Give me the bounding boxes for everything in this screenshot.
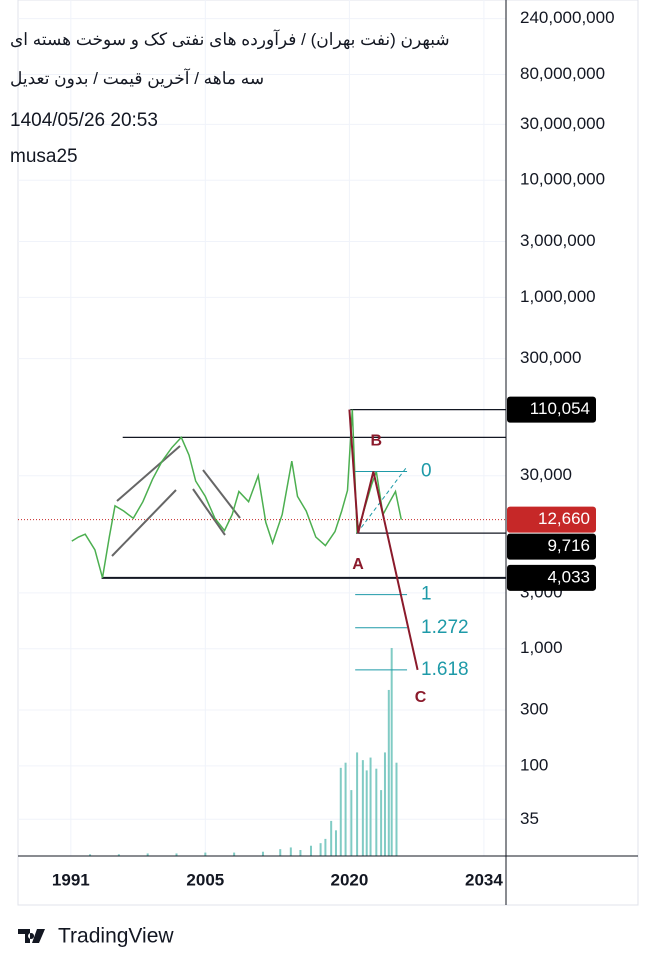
volume-bar bbox=[289, 847, 292, 856]
volume-bar bbox=[204, 852, 207, 856]
date: 1404/05/26 20:53 bbox=[10, 110, 158, 131]
y-tick-label: 1,000 bbox=[520, 638, 563, 657]
volume-bar bbox=[375, 768, 378, 856]
volume-bar bbox=[356, 752, 359, 856]
y-tick-label: 80,000,000 bbox=[520, 64, 605, 83]
plot bbox=[18, 409, 506, 856]
channel-line bbox=[111, 489, 177, 557]
x-tick-label: 1991 bbox=[52, 870, 90, 889]
volume-bar bbox=[361, 760, 364, 856]
volume-bar bbox=[309, 845, 312, 856]
y-tick-label: 30,000 bbox=[520, 465, 572, 484]
y-tick-label: 30,000,000 bbox=[520, 114, 605, 133]
y-tick-label: 300 bbox=[520, 699, 548, 718]
volume-bar bbox=[233, 852, 236, 856]
volume-bar bbox=[365, 770, 368, 856]
wave-label: C bbox=[415, 689, 427, 706]
y-tick-label: 240,000,000 bbox=[520, 8, 615, 27]
wave-label: A bbox=[352, 556, 364, 573]
price-label-box bbox=[507, 506, 596, 533]
volume-bar bbox=[339, 767, 342, 856]
y-tick-label: 3,000,000 bbox=[520, 231, 596, 250]
y-tick-label: 1,000,000 bbox=[520, 287, 596, 306]
channel-line bbox=[192, 488, 226, 536]
volume-bar bbox=[330, 820, 333, 856]
volume-bar bbox=[369, 757, 372, 856]
price-label: 110,054 bbox=[530, 399, 590, 418]
price-label-box bbox=[507, 564, 596, 591]
volume-bar bbox=[89, 854, 92, 856]
labels: 240,000,000 80,000,000 30,000,000 10,000,00… bbox=[52, 8, 615, 889]
grid bbox=[18, 0, 506, 856]
volume-bar bbox=[350, 790, 353, 856]
fib-label: 1 bbox=[421, 584, 432, 605]
volume-bar bbox=[319, 843, 322, 856]
volume-bar bbox=[324, 838, 327, 856]
volume-bar bbox=[334, 830, 337, 856]
price-label: 4,033 bbox=[547, 567, 590, 586]
volume-bar bbox=[387, 689, 390, 856]
chart-frame bbox=[17, 0, 639, 906]
price-label-box bbox=[507, 396, 596, 423]
wave-label: B bbox=[371, 433, 383, 450]
volume-bar bbox=[299, 850, 302, 856]
author: musa25 bbox=[10, 146, 78, 167]
logo bbox=[18, 929, 45, 943]
fib-label: 1.272 bbox=[421, 617, 469, 638]
volume-bar bbox=[390, 647, 393, 856]
price-label: 12,660 bbox=[538, 509, 590, 528]
channel-line bbox=[116, 445, 181, 502]
symbol-title: شبهرن (نفت بهران) / فرآورده های نفتی کک … bbox=[10, 30, 450, 49]
volume-bar bbox=[261, 851, 264, 856]
volume-bar bbox=[383, 752, 386, 856]
volume-bar bbox=[175, 853, 178, 856]
y-tick-label: 35 bbox=[520, 809, 539, 828]
volume-bar bbox=[146, 853, 149, 856]
x-tick-label: 2020 bbox=[331, 870, 369, 889]
x-tick-label: 2005 bbox=[186, 870, 224, 889]
symbol-subtitle: سه ماهه / آخرین قیمت / بدون تعدیل bbox=[10, 69, 265, 88]
y-tick-label: 10,000,000 bbox=[520, 170, 605, 189]
volume-bar bbox=[279, 849, 282, 856]
volume-bar bbox=[380, 790, 383, 856]
price-label: 9,716 bbox=[547, 536, 590, 555]
fib-trend bbox=[356, 466, 408, 534]
y-tick-label: 100 bbox=[520, 755, 548, 774]
price-label-box bbox=[507, 533, 596, 560]
volume-bar bbox=[395, 762, 398, 856]
footer-brand: TradingView bbox=[58, 925, 174, 948]
wave-path bbox=[348, 409, 419, 671]
y-tick-label: 300,000 bbox=[520, 348, 581, 367]
volume-bar bbox=[117, 854, 120, 856]
x-tick-label: 2034 bbox=[465, 870, 503, 889]
volume-bar bbox=[344, 762, 347, 856]
fib-label: 1.618 bbox=[421, 659, 469, 680]
fib-label: 0 bbox=[421, 461, 432, 482]
